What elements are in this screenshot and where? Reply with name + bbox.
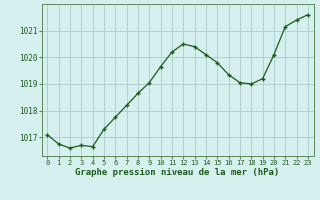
X-axis label: Graphe pression niveau de la mer (hPa): Graphe pression niveau de la mer (hPa): [76, 168, 280, 177]
